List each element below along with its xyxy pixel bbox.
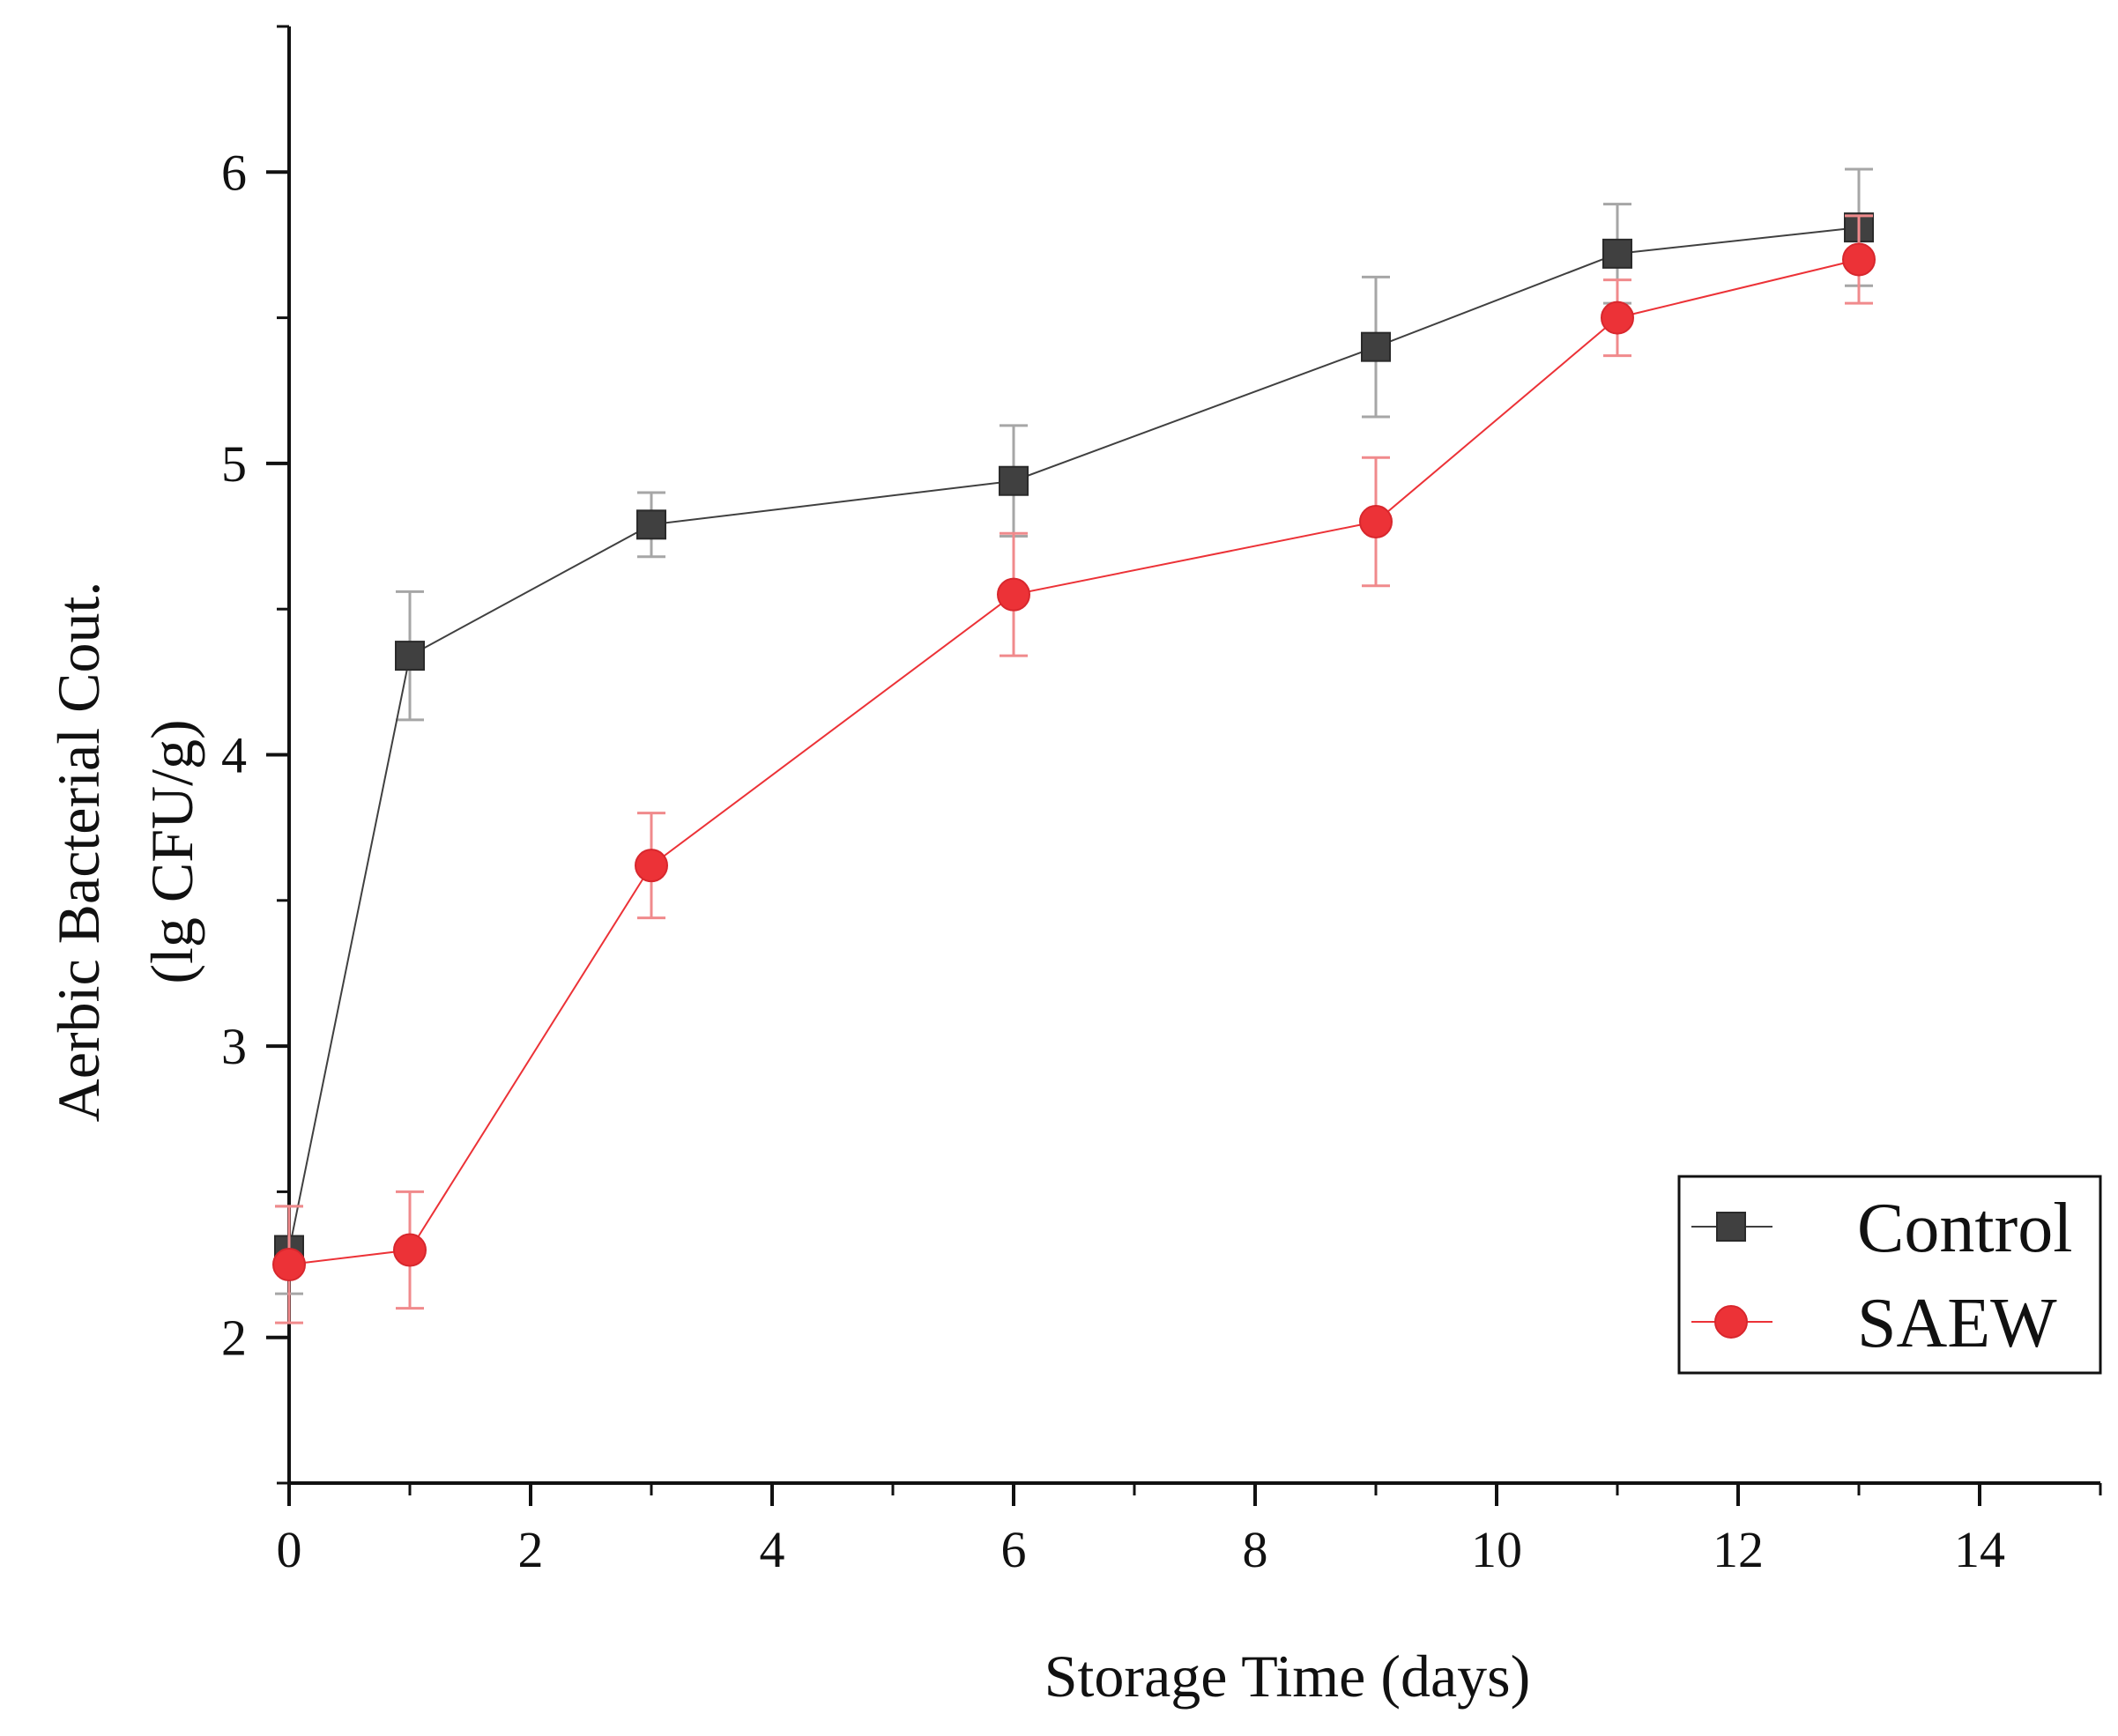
saew-marker xyxy=(272,1248,306,1282)
x-tick-label: 2 xyxy=(518,1521,544,1578)
saew-series xyxy=(272,214,1876,1324)
legend-item-control: Control xyxy=(1691,1190,2072,1267)
saew-marker xyxy=(635,849,668,883)
legend: Control SAEW xyxy=(1677,1175,2102,1375)
y-axis-title-line-2: (lg CFU/g) xyxy=(138,719,205,983)
y-axis-title: Aerbic Bacterial Cout. (lg CFU/g) xyxy=(45,582,205,1123)
control-line xyxy=(288,226,1860,1250)
control-marker xyxy=(1602,238,1632,269)
legend-marker-saew xyxy=(1714,1305,1748,1339)
ticks: 0 2 4 6 8 10 12 14 2 3 4 5 6 xyxy=(221,25,2102,1578)
saew-marker xyxy=(997,577,1030,612)
series-layer xyxy=(272,167,1876,1324)
saew-marker xyxy=(1359,505,1393,539)
control-marker xyxy=(636,509,666,540)
legend-box xyxy=(1677,1175,2102,1375)
control-marker xyxy=(999,465,1029,496)
y-tick-label: 2 xyxy=(221,1309,247,1367)
y-tick-label: 3 xyxy=(221,1018,247,1075)
x-tick-label: 12 xyxy=(1713,1521,1764,1578)
legend-marker-control xyxy=(1716,1212,1746,1242)
saew-marker xyxy=(393,1233,427,1267)
x-axis-title: Storage Time (days) xyxy=(1044,1643,1531,1710)
x-tick-label: 14 xyxy=(1954,1521,2005,1578)
legend-label-saew: SAEW xyxy=(1857,1285,2057,1362)
control-marker xyxy=(395,641,425,671)
x-tick-label: 8 xyxy=(1243,1521,1268,1578)
saew-marker xyxy=(1601,300,1634,335)
x-tick-label: 10 xyxy=(1471,1521,1522,1578)
x-tick-label: 6 xyxy=(1001,1521,1027,1578)
y-tick-label: 6 xyxy=(221,144,247,201)
x-tick-label: 4 xyxy=(760,1521,785,1578)
legend-item-saew: SAEW xyxy=(1691,1285,2057,1362)
legend-label-control: Control xyxy=(1857,1190,2072,1267)
y-tick-label: 4 xyxy=(221,727,247,784)
y-axis-title-line-1: Aerbic Bacterial Cout. xyxy=(45,582,112,1123)
control-series xyxy=(274,167,1874,1295)
y-tick-label: 5 xyxy=(221,435,247,493)
saew-line xyxy=(288,258,1860,1266)
x-tick-label: 0 xyxy=(277,1521,302,1578)
control-marker xyxy=(1361,331,1391,362)
saew-marker xyxy=(1842,242,1876,277)
